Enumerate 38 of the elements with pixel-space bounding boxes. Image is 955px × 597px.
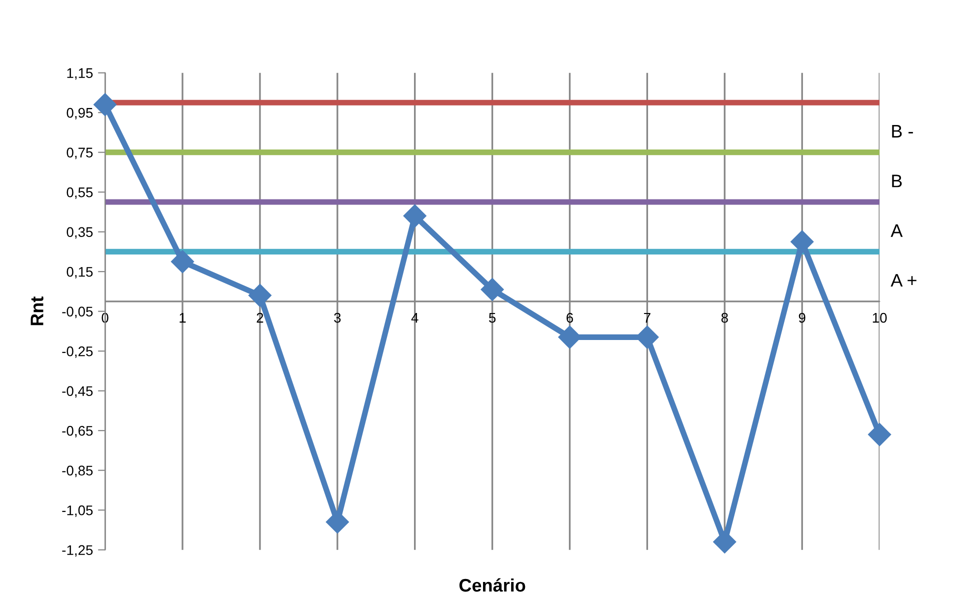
y-tick-label: -1,25 (62, 545, 93, 557)
point (403, 204, 426, 228)
x-tick-label: 9 (798, 312, 806, 323)
y-tick-label: -0,85 (62, 466, 93, 478)
point (326, 510, 349, 534)
point (248, 284, 272, 307)
point (480, 278, 504, 301)
point (713, 530, 736, 554)
y-tick-label: -0,05 (62, 306, 93, 318)
y-tick-label: 0,75 (66, 148, 93, 160)
ref-line-label: A (890, 224, 903, 237)
x-axis-title: Cenário (459, 578, 526, 592)
y-tick-label: -0,65 (62, 426, 93, 438)
x-tick-label: 4 (411, 313, 418, 323)
x-tick-label: 6 (566, 312, 574, 323)
x-tick-label: 1 (180, 313, 186, 323)
y-tick-label: 0,95 (66, 108, 93, 120)
y-tick-label: 0,15 (66, 266, 93, 278)
x-tick-label: 10 (872, 312, 887, 323)
x-tick-label: 2 (256, 312, 264, 323)
point (171, 250, 194, 274)
x-tick-label: 5 (488, 313, 496, 323)
y-tick-label: -1,05 (62, 505, 93, 517)
y-tick-label: -0,45 (62, 386, 93, 398)
x-tick-label: 7 (644, 313, 650, 323)
y-tick-label: 1,15 (67, 68, 93, 80)
x-tick-label: 8 (721, 312, 728, 323)
y-tick-label: 0,35 (66, 227, 93, 239)
point (868, 423, 892, 446)
y-tick-label: -0,25 (62, 346, 93, 358)
x-tick-label: 3 (334, 312, 341, 323)
ref-line-label: B (892, 174, 902, 188)
point (790, 230, 814, 254)
ref-line-label: B - (892, 125, 913, 138)
y-axis-title: Rnt (30, 296, 44, 326)
ref-line-label: A + (890, 274, 916, 287)
point (94, 93, 117, 116)
y-tick-label: 0,55 (66, 187, 93, 199)
